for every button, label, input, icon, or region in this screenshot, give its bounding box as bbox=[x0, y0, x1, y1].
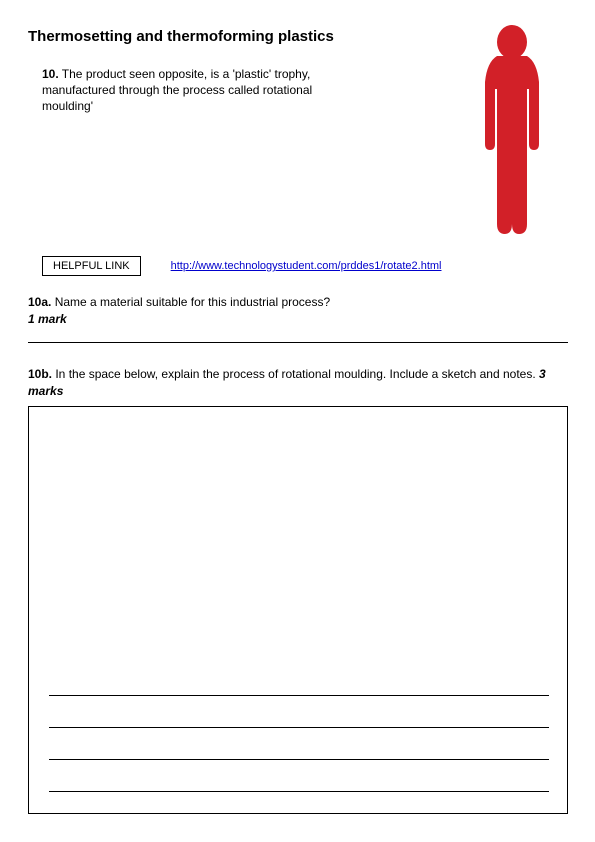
q10b-answer-box bbox=[28, 406, 568, 814]
helpful-link[interactable]: http://www.technologystudent.com/prddes1… bbox=[171, 260, 442, 272]
helpful-link-row: HELPFUL LINK http://www.technologystuden… bbox=[42, 256, 450, 276]
question-10-intro: 10. The product seen opposite, is a 'pla… bbox=[42, 66, 332, 115]
question-10a: 10a. Name a material suitable for this i… bbox=[28, 294, 330, 328]
answer-line bbox=[49, 791, 549, 792]
helpful-link-label: HELPFUL LINK bbox=[53, 260, 130, 272]
q10a-number: 10a. bbox=[28, 295, 51, 309]
q10b-text: In the space below, explain the process … bbox=[52, 367, 539, 381]
helpful-link-label-box: HELPFUL LINK bbox=[42, 256, 141, 276]
trophy-figure-icon bbox=[467, 24, 557, 244]
question-10b: 10b. In the space below, explain the pro… bbox=[28, 366, 568, 400]
q10-number: 10. bbox=[42, 67, 59, 81]
q10-intro-text: The product seen opposite, is a 'plastic… bbox=[42, 67, 312, 113]
answer-line bbox=[49, 695, 549, 696]
q10a-text: Name a material suitable for this indust… bbox=[51, 295, 330, 309]
q10a-marks: 1 mark bbox=[28, 312, 67, 326]
helpful-link-cell: http://www.technologystudent.com/prddes1… bbox=[163, 256, 450, 276]
page-title: Thermosetting and thermoforming plastics bbox=[28, 28, 334, 45]
q10b-number: 10b. bbox=[28, 367, 52, 381]
answer-line bbox=[49, 759, 549, 760]
q10a-answer-line bbox=[28, 342, 568, 343]
answer-line bbox=[49, 727, 549, 728]
